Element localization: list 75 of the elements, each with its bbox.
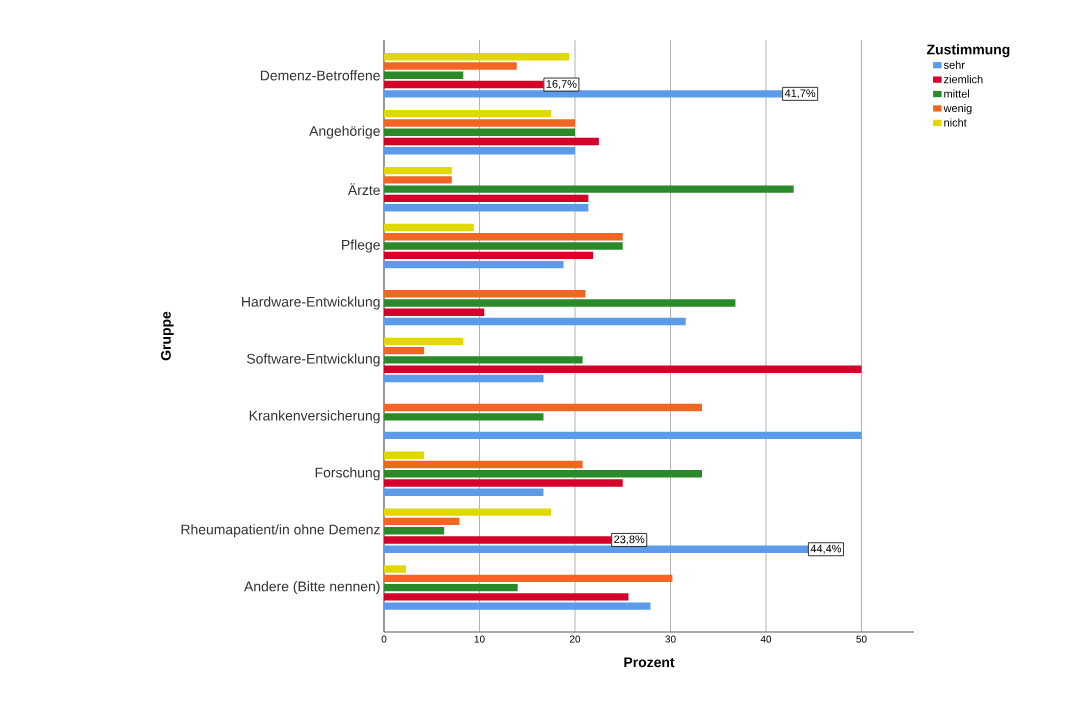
x-tick-label: 50	[856, 635, 867, 643]
y-tick-label: Pflege	[342, 239, 380, 253]
bar	[384, 365, 862, 373]
bar	[384, 260, 564, 269]
bar	[384, 242, 623, 250]
y-tick-label: Hardware-Entwicklung	[242, 296, 380, 310]
bar	[384, 488, 544, 497]
y-tick-label: Forschung	[315, 467, 380, 481]
bar	[384, 185, 794, 193]
bar	[384, 71, 464, 79]
bar	[384, 137, 599, 146]
bar	[384, 53, 570, 61]
bar	[384, 233, 623, 241]
bar	[384, 90, 783, 98]
bar	[384, 460, 583, 469]
y-tick-label: Ärzte	[347, 183, 380, 196]
x-tick-label: 30	[665, 635, 676, 643]
y-tick-label: Angehörige	[309, 125, 380, 139]
bar	[384, 290, 586, 298]
bar	[384, 308, 485, 316]
bar	[384, 204, 589, 212]
bar	[384, 119, 575, 127]
bar	[384, 299, 736, 307]
bar	[384, 374, 544, 383]
legend-label: mittel	[944, 89, 970, 98]
x-axis-title: Prozent	[624, 657, 675, 668]
bar	[384, 526, 445, 535]
data-label: 23,8%	[614, 535, 645, 545]
x-tick-label: 0	[381, 635, 387, 643]
legend-label: ziemlich	[944, 75, 983, 84]
bar	[384, 80, 544, 89]
bar	[384, 356, 583, 364]
legend-label: wenig	[943, 104, 972, 115]
x-tick-label: 10	[474, 635, 485, 643]
bar	[384, 147, 575, 155]
bar	[384, 251, 594, 260]
bar	[384, 451, 425, 459]
bar	[384, 508, 552, 516]
bar	[384, 62, 517, 70]
data-label: 44,4%	[810, 544, 842, 554]
bar	[384, 536, 612, 544]
y-tick-label: Software-Entwicklung	[247, 353, 380, 367]
bar	[384, 194, 589, 203]
bar	[384, 565, 406, 573]
bar	[384, 346, 425, 355]
bar	[384, 166, 452, 175]
bar	[384, 128, 575, 136]
x-tick-label: 20	[569, 635, 581, 643]
bar	[384, 176, 452, 184]
bar	[384, 583, 518, 592]
y-tick-label: Krankenversicherung	[249, 410, 380, 424]
y-tick-label: Andere (Bitte nennen)	[244, 581, 380, 595]
legend-label: nicht	[944, 118, 967, 127]
bar	[384, 337, 464, 346]
bar	[384, 545, 808, 553]
bar	[384, 574, 673, 583]
bar	[384, 470, 702, 478]
y-tick-label: Demenz-Betroffene	[260, 70, 380, 81]
bar	[384, 431, 862, 440]
legend-label: sehr	[943, 60, 965, 69]
legend-title: Zustimmung	[927, 44, 1010, 58]
y-tick-label: Rheumapatient/in ohne Demenz	[181, 524, 380, 538]
y-axis-title: Gruppe	[160, 311, 174, 361]
data-label: 41,7%	[784, 89, 816, 99]
data-label: 16,7%	[546, 80, 577, 90]
bar	[384, 403, 702, 412]
bar	[384, 593, 629, 601]
bar	[384, 479, 623, 487]
bar	[384, 517, 460, 526]
bar	[384, 223, 474, 232]
x-tick-label: 40	[760, 635, 772, 643]
bar	[384, 109, 552, 118]
bar	[384, 317, 686, 326]
bar	[384, 602, 651, 610]
bar	[384, 413, 544, 421]
